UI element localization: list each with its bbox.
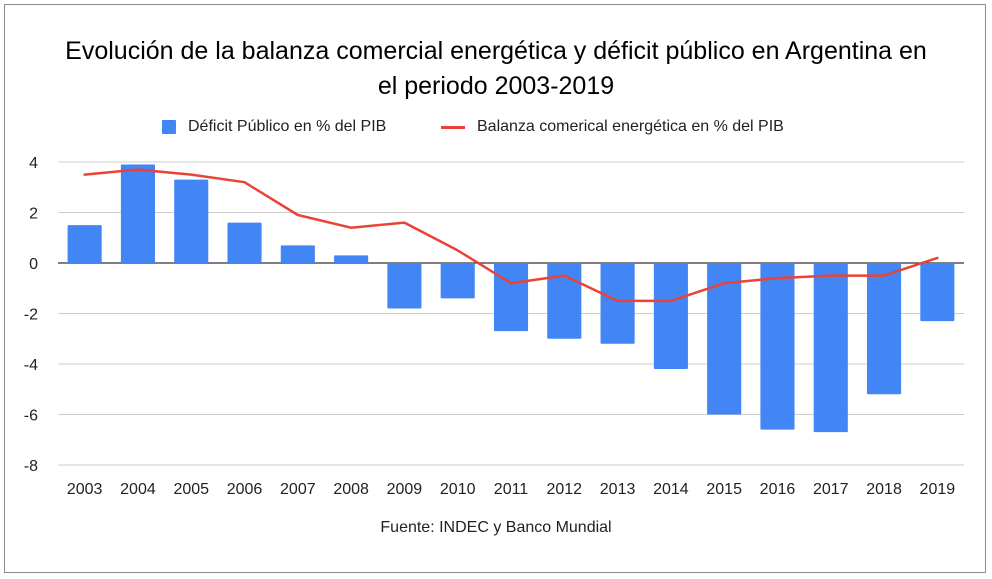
y-tick-label: -8	[24, 458, 38, 475]
x-tick-label: 2004	[120, 481, 156, 498]
x-tick-label: 2016	[760, 481, 796, 498]
legend-swatch-balanza	[441, 125, 465, 129]
bar-deficit-2018	[867, 263, 902, 395]
bar-deficit-2015	[707, 263, 742, 415]
x-tick-label: 2006	[227, 481, 263, 498]
bar-deficit-2009	[387, 263, 422, 309]
bar-deficit-2006	[227, 222, 262, 263]
x-tick-label: 2017	[813, 481, 849, 498]
legend-item-balanza: Balanza comerical energética en % del PI…	[441, 118, 784, 136]
x-tick-label: 2009	[387, 481, 423, 498]
legend-label-balanza: Balanza comerical energética en % del PI…	[477, 118, 784, 135]
x-tick-label: 2005	[173, 481, 209, 498]
x-tick-label: 2010	[440, 481, 476, 498]
chart-title-line-1: Evolución de la balanza comercial energé…	[65, 37, 927, 65]
legend-swatch-deficit	[162, 120, 176, 134]
x-tick-label: 2007	[280, 481, 316, 498]
legend-label-deficit: Déficit Público en % del PIB	[188, 118, 387, 135]
y-tick-label: -2	[24, 307, 38, 324]
bar-deficit-2008	[334, 255, 369, 263]
bar-deficit-2003	[67, 225, 102, 263]
bar-deficit-2014	[653, 263, 688, 370]
bar-deficit-2005	[174, 179, 209, 263]
bar-deficit-2004	[120, 164, 155, 263]
chart-title: Evolución de la balanza comercial energé…	[0, 34, 992, 104]
x-tick-label: 2011	[494, 481, 529, 498]
bar-deficit-2012	[547, 263, 582, 339]
y-tick-label: -4	[24, 357, 38, 374]
bar-deficit-2019	[920, 263, 955, 322]
x-tick-label: 2003	[67, 481, 103, 498]
bar-deficit-2007	[280, 245, 315, 263]
bar-deficit-2010	[440, 263, 475, 299]
x-tick-label: 2012	[546, 481, 582, 498]
bar-deficit-2016	[760, 263, 795, 430]
x-tick-label: 2008	[333, 481, 369, 498]
x-tick-label: 2014	[653, 481, 689, 498]
chart-source: Fuente: INDEC y Banco Mundial	[380, 519, 612, 536]
legend-item-deficit: Déficit Público en % del PIB	[162, 118, 386, 136]
y-tick-label: 0	[29, 256, 38, 273]
bar-deficit-2013	[600, 263, 635, 344]
x-tick-label: 2015	[706, 481, 742, 498]
bar-deficit-2017	[813, 263, 848, 433]
x-tick-label: 2019	[920, 481, 956, 498]
y-tick-label: 2	[29, 206, 38, 223]
x-tick-label: 2018	[866, 481, 902, 498]
y-tick-label: -6	[24, 408, 38, 425]
x-tick-label: 2013	[600, 481, 636, 498]
y-tick-label: 4	[29, 155, 38, 172]
chart-title-line-2: el periodo 2003-2019	[377, 72, 615, 100]
chart-legend: Déficit Público en % del PIB Balanza com…	[0, 118, 992, 140]
bar-deficit-2011	[493, 263, 529, 332]
